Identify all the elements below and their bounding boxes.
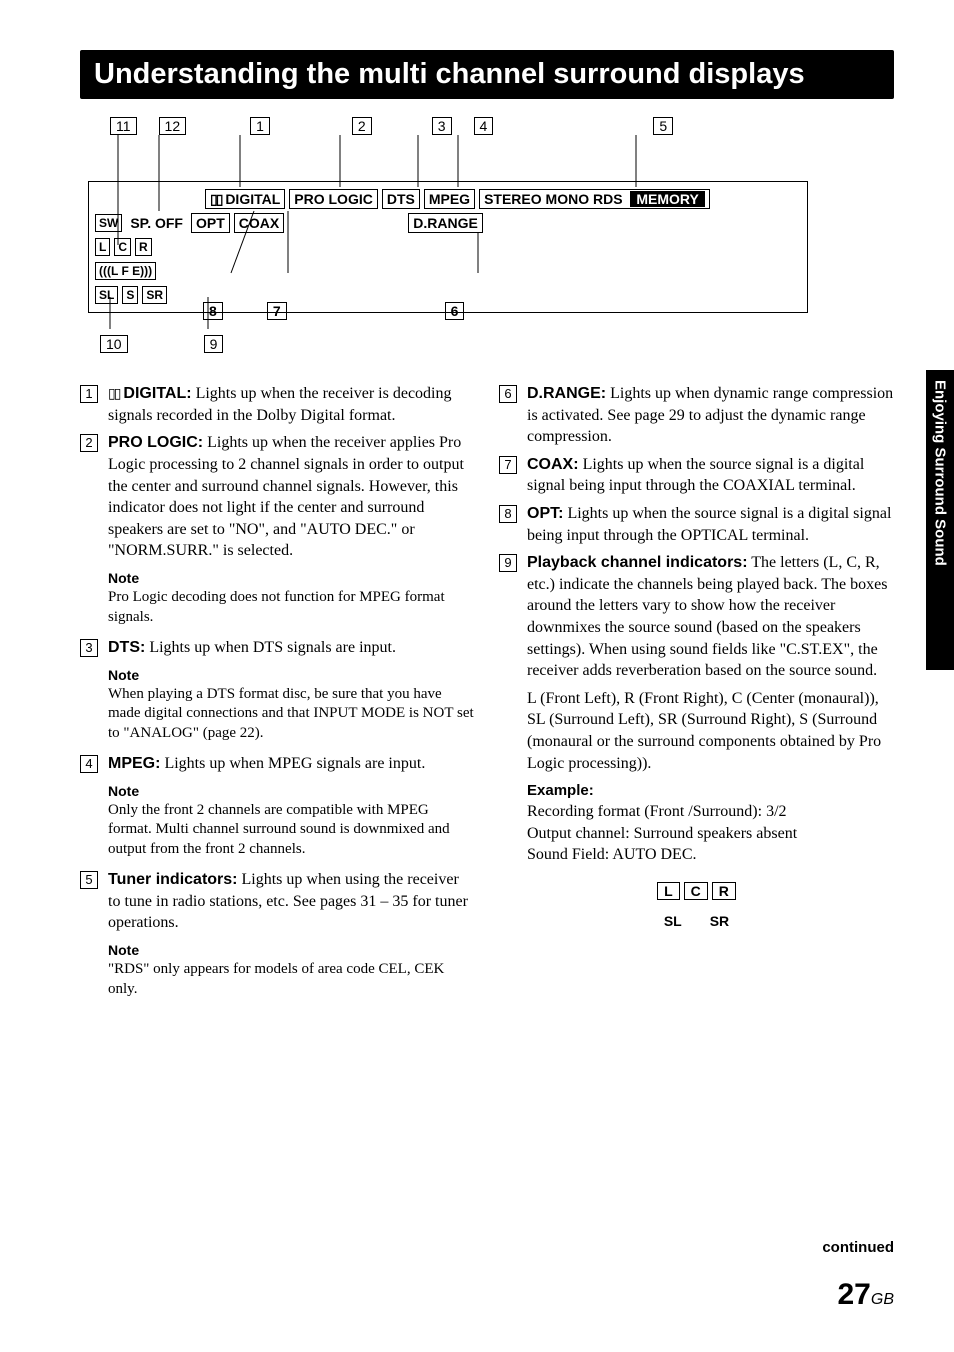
item-1: 1 ▯▯ DIGITAL: Lights up when the receive… (80, 383, 475, 426)
ex-c: C (684, 882, 708, 900)
item-6: 6 D.RANGE: Lights up when dynamic range … (499, 383, 894, 448)
ex-sr: SR (698, 913, 741, 929)
ind-l: L (95, 238, 110, 256)
callout-9: 9 (204, 335, 224, 353)
continued-label: continued (822, 1239, 894, 1256)
ind-c: C (114, 238, 131, 256)
callout-11: 11 (110, 117, 137, 135)
item-3: 3 DTS: Lights up when DTS signals are in… (80, 637, 475, 659)
callout-6: 6 (445, 302, 465, 320)
ind-s: S (122, 286, 138, 304)
ind-dts: DTS (382, 189, 420, 209)
display-panel: ▯▯ DIGITAL PRO LOGIC DTS MPEG STEREO MON… (88, 181, 808, 313)
ind-drange: D.RANGE (408, 213, 483, 233)
item-7: 7 COAX: Lights up when the source signal… (499, 454, 894, 497)
callout-3: 3 (432, 117, 452, 135)
ex-l: L (657, 882, 680, 900)
ind-coax: COAX (234, 213, 284, 233)
ind-sl: SL (95, 286, 118, 304)
right-column: 6 D.RANGE: Lights up when dynamic range … (499, 383, 894, 1009)
item-8: 8 OPT: Lights up when the source signal … (499, 503, 894, 546)
ex-r: R (712, 882, 736, 900)
example-diagram: L C R SL SR (499, 882, 894, 931)
callout-2: 2 (352, 117, 372, 135)
example-text: Recording format (Front /Surround): 3/2 … (527, 801, 894, 866)
ind-sr: SR (142, 286, 167, 304)
ind-mpeg: MPEG (424, 189, 475, 209)
ind-prologic: PRO LOGIC (289, 189, 378, 209)
item-9: 9 Playback channel indicators: The lette… (499, 552, 894, 682)
page-number: 27GB (822, 1278, 894, 1312)
ind-digital: ▯▯ DIGITAL (205, 189, 285, 209)
ex-sl: SL (652, 913, 694, 929)
callout-8: 8 (203, 302, 223, 320)
callout-5: 5 (653, 117, 673, 135)
side-tab: Enjoying Surround Sound (926, 370, 954, 670)
callout-1: 1 (250, 117, 270, 135)
note-text: Only the front 2 channels are compatible… (108, 801, 475, 860)
callout-12: 12 (159, 117, 187, 135)
item-2: 2 PRO LOGIC: Lights up when the receiver… (80, 432, 475, 562)
footer: continued 27GB (822, 1239, 894, 1312)
callout-4: 4 (474, 117, 494, 135)
note-heading: Note (108, 570, 475, 586)
note-text: Pro Logic decoding does not function for… (108, 588, 475, 627)
note-heading: Note (108, 667, 475, 683)
note-text: "RDS" only appears for models of area co… (108, 960, 475, 999)
callout-7: 7 (267, 302, 287, 320)
item-5: 5 Tuner indicators: Lights up when using… (80, 869, 475, 934)
callout-10: 10 (100, 335, 128, 353)
ind-lfe: ((( L F E ))) (95, 262, 156, 280)
note-text: When playing a DTS format disc, be sure … (108, 685, 475, 744)
content-columns: 1 ▯▯ DIGITAL: Lights up when the receive… (80, 383, 894, 1009)
ind-opt: OPT (191, 213, 230, 233)
display-diagram: 11 12 1 2 3 4 5 ▯▯ DIGITAL PRO LOGI (88, 117, 808, 353)
item-4: 4 MPEG: Lights up when MPEG signals are … (80, 753, 475, 775)
ind-tuner: STEREO MONO RDS MEMORY (479, 189, 710, 209)
ind-spoff: SP. OFF (126, 213, 187, 233)
note-heading: Note (108, 783, 475, 799)
ind-sw: SW (95, 214, 122, 232)
page-title: Understanding the multi channel surround… (80, 50, 894, 99)
example-heading: Example: (527, 782, 894, 799)
left-column: 1 ▯▯ DIGITAL: Lights up when the receive… (80, 383, 475, 1009)
ind-r: R (135, 238, 152, 256)
channel-list: L (Front Left), R (Front Right), C (Cent… (527, 688, 894, 774)
note-heading: Note (108, 942, 475, 958)
